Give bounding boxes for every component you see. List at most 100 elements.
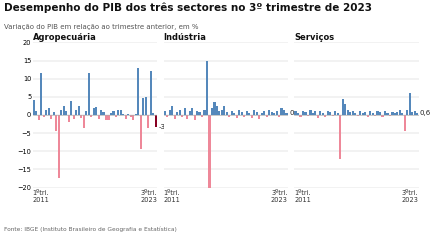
Bar (213, 102, 215, 115)
Bar (208, 115, 211, 193)
Bar (364, 112, 366, 115)
Bar (174, 115, 176, 119)
Bar (231, 111, 233, 115)
Bar (389, 115, 391, 116)
Bar (198, 112, 201, 115)
Bar (243, 115, 245, 117)
Bar (176, 112, 178, 115)
Text: Serviços: Serviços (294, 33, 334, 42)
Bar (263, 111, 265, 115)
Bar (98, 115, 99, 119)
Bar (196, 111, 198, 115)
Bar (371, 113, 374, 115)
Text: 0,6: 0,6 (289, 110, 300, 116)
Bar (414, 111, 416, 115)
Bar (221, 109, 223, 115)
Text: -3,3: -3,3 (158, 124, 172, 130)
Bar (329, 112, 331, 115)
Bar (125, 115, 127, 119)
Bar (80, 115, 82, 118)
Bar (53, 112, 55, 115)
Bar (302, 111, 304, 115)
Bar (38, 115, 40, 121)
Bar (332, 115, 334, 116)
Bar (73, 115, 75, 119)
Bar (191, 108, 193, 115)
Bar (253, 109, 255, 115)
Bar (147, 115, 149, 128)
Bar (382, 115, 384, 117)
Bar (171, 106, 173, 115)
Bar (41, 73, 42, 115)
Bar (416, 113, 419, 115)
Bar (334, 111, 336, 115)
Bar (304, 112, 307, 115)
Bar (43, 115, 45, 117)
Bar (58, 115, 60, 179)
Bar (115, 115, 117, 117)
Bar (268, 109, 270, 115)
Bar (317, 115, 319, 118)
Bar (261, 113, 263, 115)
Bar (307, 115, 309, 116)
Bar (90, 115, 92, 117)
Bar (140, 115, 142, 149)
Bar (130, 115, 132, 117)
Bar (63, 106, 65, 115)
Bar (75, 109, 77, 115)
Bar (367, 115, 369, 117)
Bar (361, 113, 364, 115)
Bar (95, 107, 97, 115)
Text: 0,6: 0,6 (420, 110, 431, 116)
Bar (120, 109, 122, 115)
Text: 3ºtri.
2023: 3ºtri. 2023 (140, 190, 157, 203)
Bar (188, 111, 191, 115)
Bar (132, 115, 134, 121)
Bar (359, 111, 361, 115)
Bar (110, 113, 112, 115)
Bar (392, 112, 394, 115)
Bar (357, 115, 359, 116)
Text: 3ºtri.
2023: 3ºtri. 2023 (271, 190, 288, 203)
Bar (294, 111, 296, 115)
Bar (85, 111, 87, 115)
Bar (255, 112, 258, 115)
Bar (204, 109, 205, 115)
Bar (238, 109, 240, 115)
Bar (374, 115, 376, 116)
Bar (169, 109, 171, 115)
Bar (271, 112, 272, 115)
Bar (280, 108, 283, 115)
Text: 3ºtri.
2023: 3ºtri. 2023 (402, 190, 419, 203)
Bar (241, 112, 243, 115)
Bar (179, 109, 181, 115)
Bar (228, 115, 230, 117)
Text: Desempenho do PIB dos três sectores no 3º trimestre de 2023: Desempenho do PIB dos três sectores no 3… (4, 2, 372, 13)
Bar (327, 111, 329, 115)
Bar (78, 106, 80, 115)
Bar (82, 115, 85, 128)
Bar (258, 115, 260, 119)
Bar (283, 109, 285, 115)
Bar (354, 113, 356, 115)
Bar (248, 113, 250, 115)
Bar (186, 115, 188, 119)
Bar (201, 115, 203, 117)
Bar (352, 111, 354, 115)
Bar (155, 115, 157, 127)
Bar (314, 111, 317, 115)
Bar (349, 112, 351, 115)
Text: Indústria: Indústria (164, 33, 206, 42)
Bar (65, 111, 67, 115)
Bar (273, 113, 275, 115)
Bar (194, 115, 196, 121)
Bar (246, 111, 248, 115)
Bar (319, 111, 321, 115)
Text: 1ºtri.
2011: 1ºtri. 2011 (164, 190, 180, 203)
Bar (406, 109, 409, 115)
Bar (50, 115, 52, 119)
Bar (399, 109, 401, 115)
Bar (377, 111, 378, 115)
Bar (88, 73, 90, 115)
Bar (236, 115, 238, 118)
